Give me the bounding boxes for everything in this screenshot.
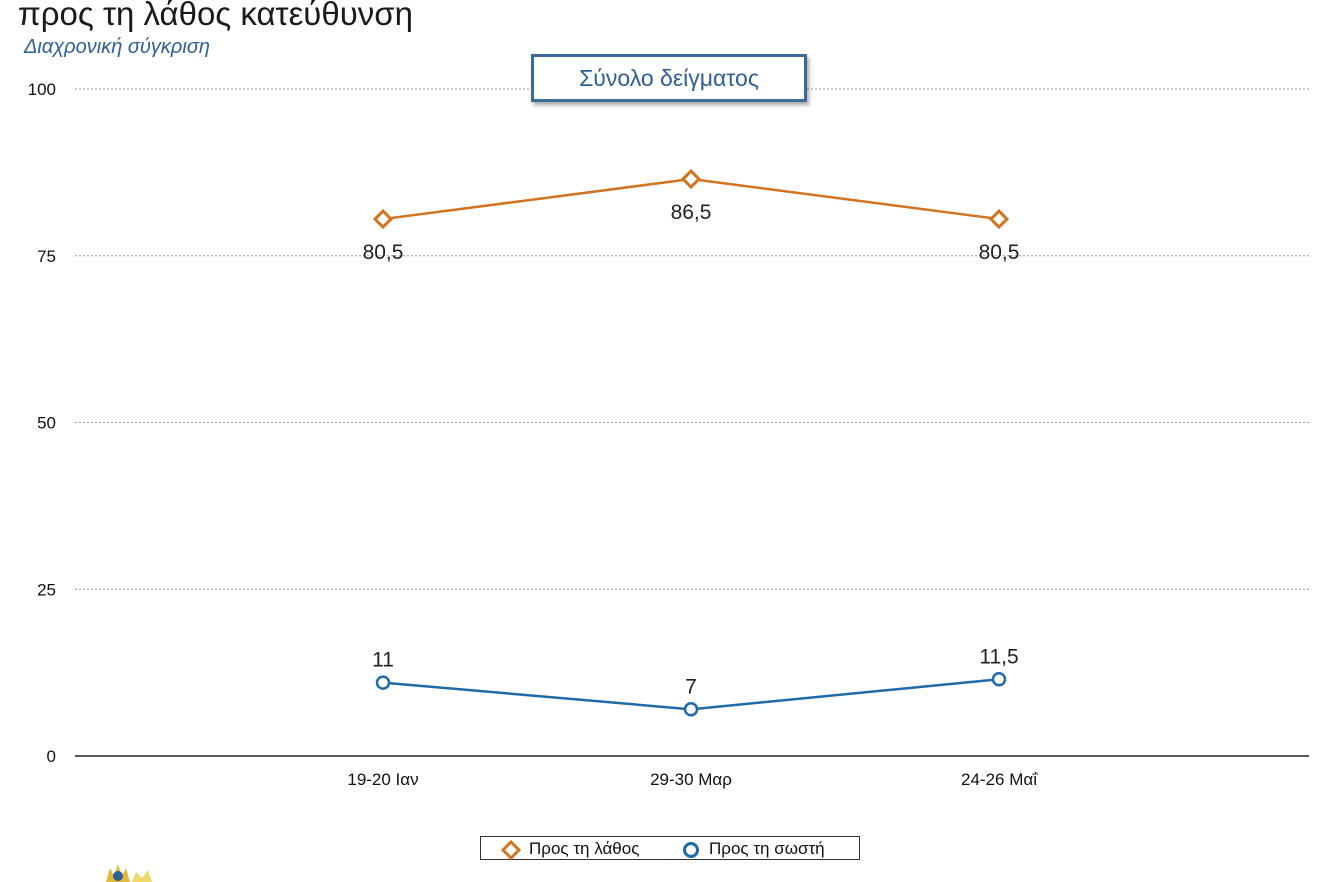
data-point	[680, 168, 702, 190]
data-label: 86,5	[671, 201, 712, 224]
data-point	[988, 208, 1010, 230]
data-point	[372, 208, 394, 230]
chart-legend: Προς τη λάθος Προς τη σωστή	[480, 836, 860, 860]
data-label: 11	[372, 649, 394, 672]
y-tick-label: 0	[47, 747, 56, 766]
data-point	[375, 675, 391, 690]
y-tick-label: 100	[28, 80, 56, 99]
x-tick-label: 19-20 Ιαν	[347, 770, 418, 789]
x-tick-label: 24-26 Μαΐ	[961, 770, 1038, 789]
diamond-icon	[501, 840, 521, 860]
legend-label-wrong: Προς τη λάθος	[529, 839, 640, 858]
sample-label-box: Σύνολο δείγματος	[531, 54, 807, 102]
data-point	[683, 702, 699, 717]
data-label: 11,5	[979, 645, 1018, 668]
data-label: 80,5	[979, 241, 1020, 264]
circle-icon	[683, 842, 699, 858]
page-title: προς τη λάθος κατεύθυνση	[18, 0, 413, 32]
data-point	[991, 672, 1007, 687]
legend-label-right: Προς τη σωστή	[709, 839, 825, 858]
data-label: 80,5	[363, 241, 404, 264]
y-tick-label: 25	[37, 580, 56, 599]
x-tick-label: 29-30 Μαρ	[650, 770, 732, 789]
y-tick-label: 50	[37, 414, 56, 433]
page-subtitle: Διαχρονική σύγκριση	[24, 36, 210, 58]
y-tick-label: 75	[37, 247, 56, 266]
data-label: 7	[685, 675, 697, 698]
logo-icon	[106, 864, 152, 882]
